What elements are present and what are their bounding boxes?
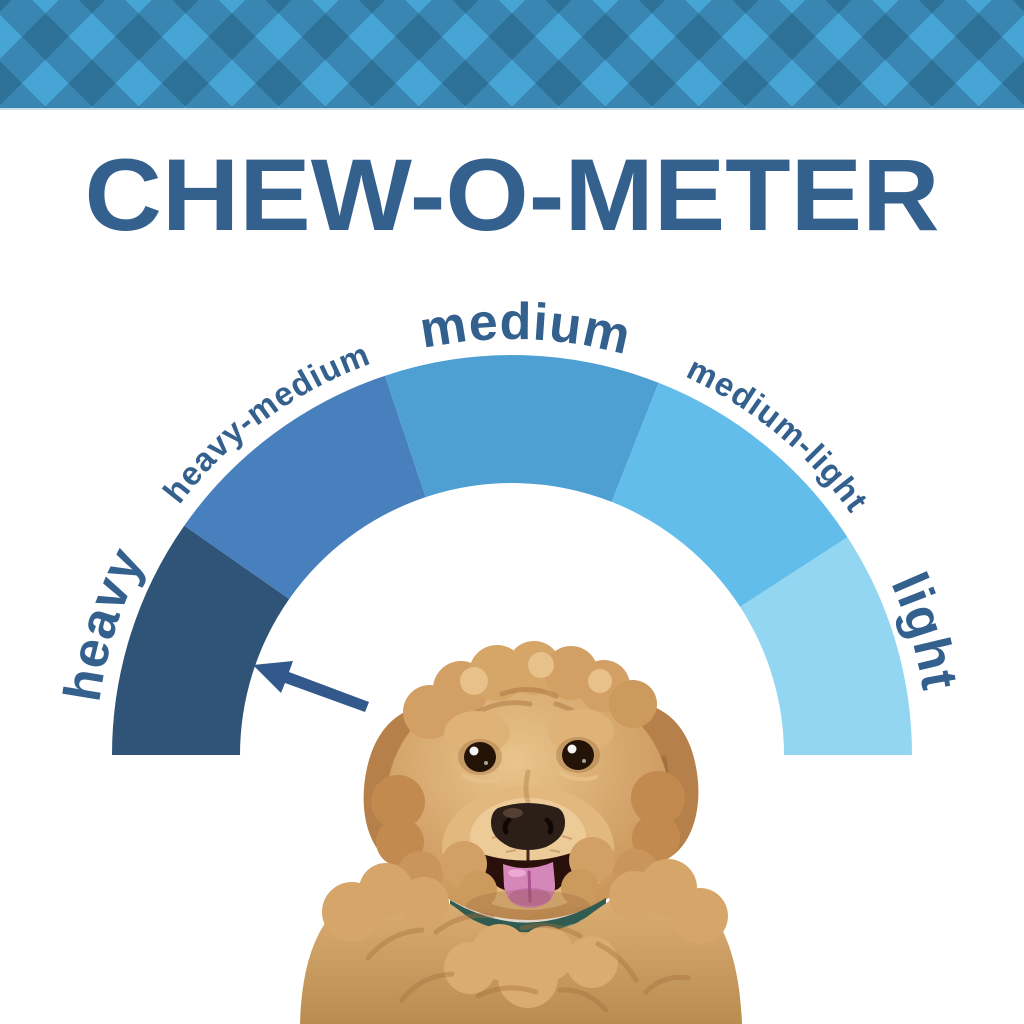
gauge-segment-heavy bbox=[111, 525, 290, 755]
dog-eye-right bbox=[562, 740, 594, 770]
gauge bbox=[111, 355, 912, 755]
dog-illustration bbox=[300, 641, 742, 1024]
gauge-label-medium: medium bbox=[416, 293, 637, 366]
gauge-segment-light bbox=[740, 537, 912, 755]
dog-body bbox=[300, 859, 742, 1024]
dog-face bbox=[441, 737, 615, 910]
page-title: CHEW-O-METER bbox=[85, 138, 940, 252]
plaid-banner bbox=[0, 0, 1024, 110]
gauge-segment-heavy-medium bbox=[184, 375, 426, 599]
gauge-segment-medium bbox=[385, 355, 659, 502]
gauge-segment-medium-light bbox=[611, 382, 848, 607]
gauge-pointer-arrow bbox=[253, 661, 369, 712]
dog-eye-left bbox=[464, 742, 496, 772]
